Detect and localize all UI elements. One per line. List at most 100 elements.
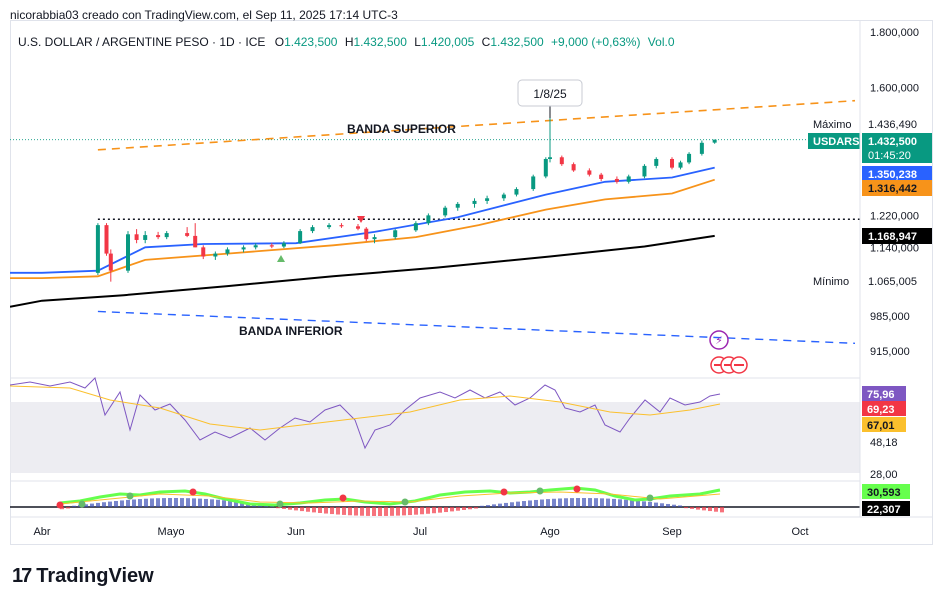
price-label-value: 1.065,005 bbox=[868, 276, 917, 288]
osc-histogram-bar bbox=[642, 501, 646, 507]
osc-cross-marker bbox=[56, 501, 64, 509]
candle-body bbox=[269, 245, 274, 247]
osc-histogram-bar bbox=[678, 505, 682, 507]
osc-histogram-bar bbox=[540, 499, 544, 507]
rsi-axis-tick: 48,18 bbox=[870, 437, 898, 449]
time-axis-tick: Jun bbox=[287, 526, 305, 538]
price-axis-tick: 1.220,000 bbox=[870, 210, 919, 222]
osc-histogram-bar bbox=[210, 499, 214, 507]
osc-histogram-bar bbox=[570, 498, 574, 507]
candle-body bbox=[241, 247, 246, 250]
candle-body bbox=[712, 139, 717, 143]
osc-histogram-bar bbox=[450, 507, 454, 512]
osc-histogram-bar bbox=[396, 507, 400, 516]
price-axis-tick: 915,000 bbox=[870, 346, 910, 358]
osc-histogram-bar bbox=[84, 504, 88, 507]
candle-body bbox=[687, 153, 692, 163]
price-chart[interactable]: BANDA SUPERIOR BANDA INFERIOR 1/8/25 ⚡ 1.800… bbox=[10, 20, 933, 545]
osc-cross-marker bbox=[276, 500, 284, 508]
price-axis-tick: 1.600,000 bbox=[870, 83, 919, 95]
osc-histogram-bar bbox=[456, 507, 460, 511]
price-label-tag bbox=[808, 133, 860, 149]
osc-value-label: 30,593 bbox=[867, 487, 901, 499]
lower-band-label: BANDA INFERIOR bbox=[239, 324, 343, 338]
candle-body bbox=[104, 225, 109, 254]
price-label-value: 1.350,238 bbox=[868, 169, 917, 181]
osc-histogram-bar bbox=[660, 503, 664, 507]
candle-body bbox=[95, 225, 100, 273]
rsi-value-badge bbox=[862, 417, 906, 432]
osc-histogram-bar bbox=[444, 507, 448, 513]
osc-histogram-bar bbox=[306, 507, 310, 512]
osc-histogram-bar bbox=[504, 502, 508, 507]
candle-body bbox=[364, 228, 369, 240]
osc-histogram-bar bbox=[108, 501, 112, 507]
ma-long-line bbox=[10, 234, 715, 308]
tradingview-logo-text: TradingView bbox=[36, 565, 154, 587]
price-label-value: 1.436,490 bbox=[868, 119, 917, 131]
osc-histogram-bar bbox=[330, 507, 334, 515]
osc-histogram-bar bbox=[66, 507, 70, 509]
price-label-tag bbox=[808, 116, 860, 132]
candle-body bbox=[485, 198, 490, 201]
legend-low-label: L bbox=[414, 35, 421, 49]
osc-cross-marker bbox=[646, 494, 654, 502]
price-label-badge bbox=[862, 133, 932, 163]
osc-histogram-bar bbox=[138, 499, 142, 507]
time-axis-tick: Ago bbox=[540, 526, 560, 538]
legend-volume: Vol.0 bbox=[647, 35, 675, 49]
price-axis-tick: 1.800,000 bbox=[870, 27, 919, 39]
osc-histogram-bar bbox=[60, 507, 64, 510]
osc-histogram-bar bbox=[300, 507, 304, 512]
osc-histogram-bar bbox=[90, 503, 94, 507]
price-axis-tick: 1.140,000 bbox=[870, 242, 919, 254]
osc-histogram-bar bbox=[600, 498, 604, 507]
upper-band-label: BANDA SUPERIOR bbox=[347, 122, 456, 136]
osc-histogram-bar bbox=[192, 498, 196, 507]
osc-histogram-bar bbox=[96, 502, 100, 507]
callout-date: 1/8/25 bbox=[533, 87, 567, 101]
rsi-value-badge bbox=[862, 386, 906, 401]
price-label-countdown: 01:45:20 bbox=[868, 150, 911, 162]
osc-histogram-bar bbox=[510, 502, 514, 507]
osc-histogram-bar bbox=[390, 507, 394, 516]
osc-histogram-bar bbox=[144, 498, 148, 507]
rsi-line bbox=[10, 377, 721, 450]
osc-histogram-bar bbox=[312, 507, 316, 513]
time-axis-tick: Abr bbox=[33, 526, 50, 538]
price-label-tag bbox=[808, 273, 860, 289]
osc-histogram-bar bbox=[516, 501, 520, 507]
candle-body bbox=[642, 165, 647, 177]
osc-histogram-bar bbox=[360, 507, 364, 516]
osc-histogram-bar bbox=[564, 498, 568, 507]
time-axis-tick: Sep bbox=[662, 526, 682, 538]
osc-histogram-bar bbox=[180, 498, 184, 507]
osc-histogram-bar bbox=[720, 507, 724, 513]
osc-histogram-bar bbox=[432, 507, 436, 514]
candle-body bbox=[298, 231, 303, 244]
candle-body bbox=[393, 230, 398, 238]
candle-body bbox=[472, 200, 477, 204]
osc-histogram-bar bbox=[474, 507, 478, 509]
legend-close: 1.432,500 bbox=[490, 35, 544, 49]
candle-body bbox=[626, 176, 631, 182]
osc-histogram-bar bbox=[120, 500, 124, 507]
osc-histogram-bar bbox=[156, 498, 160, 507]
lower-band-line bbox=[97, 310, 856, 345]
legend-close-label: C bbox=[481, 35, 491, 49]
osc-histogram-bar bbox=[216, 499, 220, 507]
osc-histogram-bar bbox=[672, 504, 676, 507]
osc-signal-line bbox=[59, 491, 721, 505]
osc-histogram-bar bbox=[72, 505, 76, 507]
rsi-ma-line bbox=[10, 385, 721, 431]
candle-body bbox=[614, 178, 619, 182]
osc-histogram-bar bbox=[462, 507, 466, 510]
osc-cross-marker bbox=[536, 487, 544, 495]
osc-histogram-bar bbox=[114, 500, 118, 507]
osc-histogram-bar bbox=[690, 507, 694, 509]
osc-histogram-bar bbox=[378, 507, 382, 516]
osc-histogram-bar bbox=[414, 507, 418, 515]
candle-body bbox=[339, 225, 344, 227]
osc-histogram-bar bbox=[654, 502, 658, 507]
osc-histogram-bar bbox=[222, 500, 226, 507]
